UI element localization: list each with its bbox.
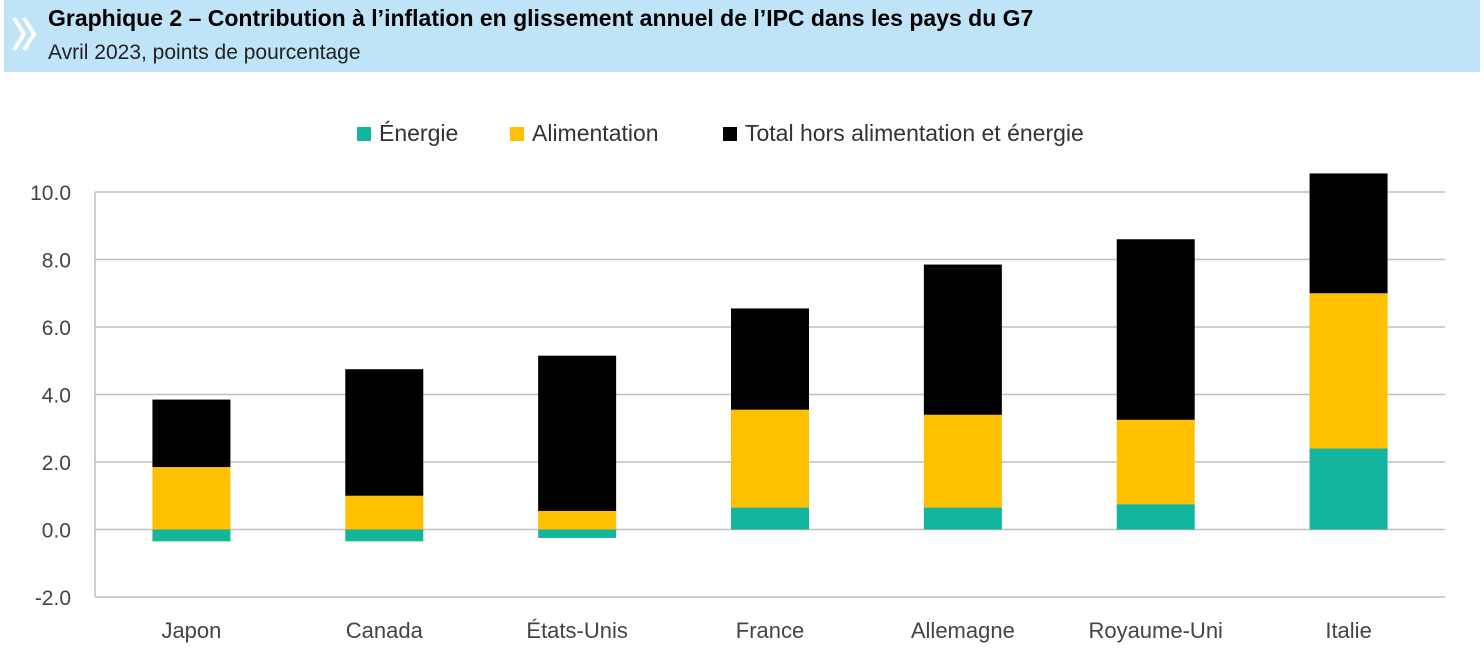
bar-segment [152,467,231,530]
chart-header: Graphique 2 – Contribution à l’inflation… [4,0,1480,72]
bar-segment [731,507,809,530]
x-tick-label: Royaume-Uni [1088,618,1223,643]
double-chevron-right-icon [12,16,37,52]
y-tick-label: 0.0 [42,520,71,543]
chart-plot-area: -2.0 0.0 2.0 4.0 6.0 8.0 10.0 Japon Canada États… [0,150,1484,667]
bar-segment [1309,448,1388,530]
legend-item-total: Total hors alimentation et énergie [723,120,1084,147]
legend-item-energie: Énergie [357,120,458,147]
y-tick-label: 2.0 [42,452,71,475]
x-axis-tick-labels: Japon Canada États-Unis France Allemagne Roya… [161,618,1371,643]
chart-subtitle: Avril 2023, points de pourcentage [48,41,361,64]
legend-label-total: Total hors alimentation et énergie [745,120,1084,146]
legend-swatch-alimentation [510,126,524,141]
bar-segment [923,264,1002,415]
bar-segment [538,510,617,530]
legend-swatch-energie [357,126,371,141]
bar-segment [152,399,231,468]
y-tick-label: 4.0 [42,385,71,408]
y-tick-label: 8.0 [42,250,71,273]
x-tick-label: Japon [161,618,221,643]
x-tick-label: Allemagne [911,618,1015,643]
y-axis-tick-labels: -2.0 0.0 2.0 4.0 6.0 8.0 10.0 [30,182,71,610]
bar-segment [1309,173,1388,294]
y-tick-label: 6.0 [42,317,71,340]
bars [152,173,1388,542]
bar-segment [345,495,424,530]
x-tick-label: États-Unis [526,618,627,643]
bar-segment [1309,293,1388,449]
bar-chart: -2.0 0.0 2.0 4.0 6.0 8.0 10.0 Japon Canada États… [30,173,1445,643]
y-tick-label: 10.0 [30,182,71,205]
bar-segment [1116,504,1195,530]
x-tick-label: Canada [346,618,424,643]
y-tick-label: -2.0 [35,587,71,610]
bar-segment [731,308,809,410]
x-tick-label: Italie [1325,618,1371,643]
legend-swatch-total [723,126,737,141]
legend-label-alimentation: Alimentation [532,120,659,146]
bar-segment [538,529,617,538]
bar-segment [923,414,1002,508]
x-tick-label: France [736,618,804,643]
chart-title: Graphique 2 – Contribution à l’inflation… [48,5,1034,31]
bar-segment [1116,239,1195,420]
legend-item-alimentation: Alimentation [510,120,659,147]
bar-segment [152,529,231,542]
bar-segment [1116,419,1195,505]
legend-label-energie: Énergie [379,120,459,146]
bar-segment [345,369,424,496]
bar-segment [923,507,1002,530]
bar-segment [538,355,617,511]
chart-legend: Énergie Alimentation Total hors alimenta… [0,120,1484,150]
bar-segment [731,409,809,508]
bar-segment [345,529,424,542]
